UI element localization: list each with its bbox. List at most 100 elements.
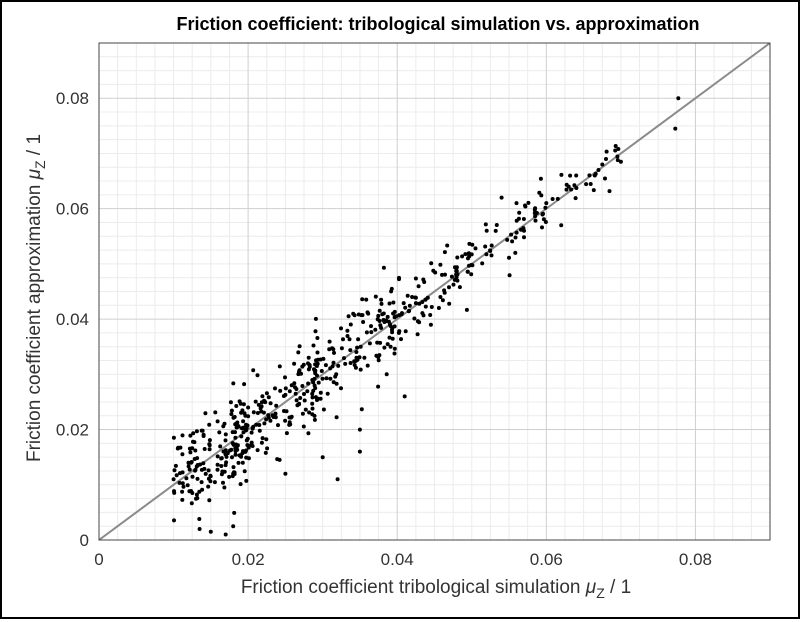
scatter-point [600, 162, 605, 167]
scatter-point [201, 434, 206, 438]
scatter-point [416, 284, 421, 289]
scatter-point [425, 295, 430, 300]
scatter-point [188, 450, 193, 455]
y-tick-label: 0.02 [56, 421, 89, 440]
scatter-point [255, 411, 260, 415]
scatter-point [231, 415, 236, 420]
y-tick-label: 0 [80, 531, 89, 550]
scatter-point [241, 430, 246, 435]
scatter-point [357, 355, 362, 360]
scatter-point [318, 396, 323, 401]
scatter-point [306, 431, 311, 436]
scatter-point [507, 273, 512, 278]
scatter-point [277, 457, 282, 462]
scatter-point [568, 173, 573, 178]
scatter-point [415, 319, 420, 324]
scatter-point [203, 411, 208, 416]
scatter-point [615, 154, 620, 159]
scatter-point [521, 217, 526, 221]
scatter-point [333, 374, 338, 379]
scatter-point [467, 263, 471, 268]
scatter-point [397, 275, 401, 280]
scatter-point [229, 412, 234, 417]
scatter-point [369, 324, 373, 329]
scatter-point [543, 205, 548, 210]
scatter-point [381, 265, 386, 270]
scatter-point [387, 301, 392, 306]
scatter-point [454, 272, 459, 277]
scatter-point [228, 448, 232, 453]
scatter-point [251, 368, 256, 373]
scatter-point [378, 340, 383, 345]
scatter-point [312, 383, 317, 388]
scatter-point [233, 452, 238, 457]
scatter-point [516, 216, 521, 221]
scatter-point [221, 424, 226, 429]
scatter-point [235, 444, 239, 449]
scatter-point [307, 363, 312, 367]
scatter-point [197, 517, 202, 521]
scatter-point [607, 189, 612, 194]
scatter-point [513, 235, 518, 240]
scatter-point [289, 383, 294, 388]
scatter-point [467, 241, 472, 246]
scatter-point [440, 298, 445, 303]
scatter-point [357, 427, 362, 432]
scatter-point [193, 448, 198, 453]
scatter-point [293, 385, 297, 390]
scatter-point [201, 461, 206, 466]
scatter-point [407, 303, 412, 308]
scatter-point [298, 396, 303, 400]
scatter-point [391, 300, 396, 305]
scatter-point [399, 337, 403, 342]
y-axis-label: Friction coefficient approximation μZ / … [24, 134, 48, 462]
scatter-point [249, 440, 254, 445]
scatter-point [573, 196, 578, 201]
y-tick-label: 0.06 [56, 200, 89, 219]
scatter-point [274, 403, 279, 408]
scatter-point [234, 404, 239, 408]
scatter-point [235, 420, 240, 425]
scatter-point [259, 400, 264, 405]
scatter-point [335, 477, 340, 482]
scatter-point [195, 463, 200, 467]
scatter-point [172, 490, 177, 495]
scatter-point [283, 418, 288, 423]
scatter-point [312, 376, 317, 381]
scatter-point [268, 401, 273, 406]
scatter-point [319, 369, 324, 373]
scatter-point [189, 489, 193, 493]
scatter-point [263, 450, 268, 455]
scatter-point [244, 478, 249, 483]
x-tick-labels: 0 0.02 0.04 0.06 0.08 [94, 550, 712, 569]
scatter-point [188, 433, 193, 438]
scatter-point [207, 443, 212, 448]
reference-line [98, 42, 771, 541]
scatter-point [202, 466, 207, 471]
scatter-point [219, 456, 224, 461]
scatter-point [246, 405, 251, 410]
scatter-point [489, 253, 494, 258]
scatter-point [233, 435, 238, 440]
scatter-point [315, 373, 319, 378]
scatter-point [176, 445, 181, 450]
scatter-point [366, 311, 371, 316]
scatter-point [231, 524, 236, 529]
scatter-point [429, 261, 434, 266]
scatter-point [180, 452, 185, 457]
scatter-point [543, 220, 548, 224]
scatter-point [244, 438, 249, 443]
scatter-point [466, 256, 470, 261]
scatter-point [359, 313, 364, 318]
scatter-point [488, 248, 493, 253]
scatter-point [354, 350, 359, 354]
scatter-point [379, 325, 384, 330]
scatter-point [385, 342, 390, 347]
scatter-point [403, 305, 408, 310]
scatter-point [283, 392, 288, 397]
scatter-point [313, 368, 318, 373]
scatter-point [509, 232, 514, 237]
scatter-point [376, 313, 381, 318]
scatter-point [234, 425, 239, 430]
scatter-point [202, 447, 207, 451]
